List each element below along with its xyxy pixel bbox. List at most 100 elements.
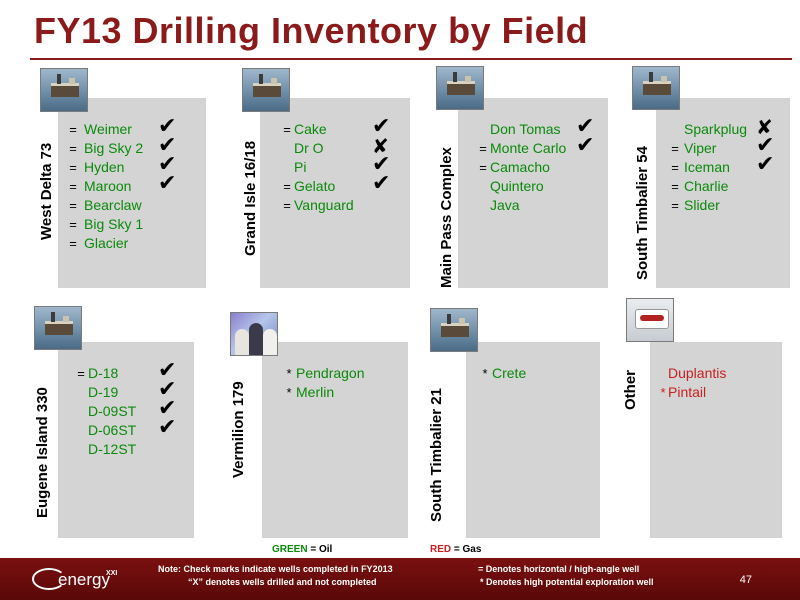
horizontal-marker: = (69, 198, 77, 213)
well-name: Iceman (684, 159, 730, 175)
well-name: Weimer (84, 121, 132, 137)
footnote-check-marks: Note: Check marks indicate wells complet… (158, 564, 393, 574)
field-photo-south-timbalier-21 (430, 308, 478, 352)
footer-bar: energy XXI Note: Check marks indicate we… (0, 558, 800, 600)
exploration-marker: * (482, 366, 488, 381)
well-item: = Camacho (476, 158, 566, 177)
horizontal-marker: = (69, 236, 77, 251)
footnote-x-marks: “X” denotes wells drilled and not comple… (188, 577, 377, 587)
well-list-grand-isle-16-18: = Cake ✔ Dr O ✘ Pi ✔ = Gelato ✔ = Vanguard (280, 116, 390, 215)
horizontal-marker: = (479, 141, 487, 156)
well-name: Viper (684, 140, 717, 156)
check-mark-icon: ✔ (158, 114, 177, 139)
footnote-exploration: * Denotes high potential exploration wel… (480, 577, 654, 587)
field-photo-west-delta-73 (40, 68, 88, 112)
well-name: D-19 (88, 384, 119, 400)
well-item: = Glacier (66, 234, 143, 253)
title-divider (30, 58, 792, 60)
well-item: * Merlin (282, 383, 365, 402)
well-item: = Iceman ✔ (668, 154, 774, 177)
well-name: Glacier (84, 235, 129, 251)
field-name-west-delta-73: West Delta 73 (38, 142, 55, 240)
well-name: Pintail (668, 384, 707, 400)
footnote-horizontal: = Denotes horizontal / high-angle well (478, 564, 640, 574)
well-item: D-12ST (74, 440, 136, 459)
well-name: Charlie (684, 178, 729, 194)
horizontal-marker: = (69, 122, 77, 137)
check-mark-icon: ✔ (158, 415, 177, 440)
well-name: Dr O (294, 140, 324, 156)
horizontal-marker: = (283, 122, 291, 137)
well-name: Pendragon (296, 365, 365, 381)
check-mark-icon: ✔ (158, 171, 177, 196)
check-mark-icon: ✔ (372, 171, 391, 196)
well-item: * Pendragon (282, 364, 365, 383)
horizontal-marker: = (479, 160, 487, 175)
well-item: = Gelato ✔ (280, 173, 390, 196)
well-item: Duplantis (656, 364, 726, 383)
well-item: = D-18 ✔ (74, 360, 176, 383)
legend-gas: RED = Gas (430, 544, 481, 555)
well-list-other: Duplantis * Pintail (656, 364, 726, 402)
field-name-grand-isle-16-18: Grand Isle 16/18 (242, 140, 259, 256)
well-name: D-06ST (88, 422, 137, 438)
check-mark-icon: ✔ (756, 133, 775, 158)
field-name-eugene-island-330: Eugene Island 330 (34, 387, 51, 518)
well-item: Dr O ✘ (280, 135, 389, 158)
check-mark-icon: ✔ (158, 358, 177, 383)
well-item: = Maroon ✔ (66, 173, 176, 196)
check-mark-icon: ✔ (756, 152, 775, 177)
field-panel-south-timbalier-21 (466, 342, 600, 538)
field-photo-grand-isle-16-18 (242, 68, 290, 112)
horizontal-marker: = (671, 198, 679, 213)
well-list-west-delta-73: = Weimer ✔ = Big Sky 2 ✔ = Hyden ✔ = Maroon ✔ = Bearc… (66, 116, 176, 253)
well-item: = Slider (668, 196, 747, 215)
horizontal-marker: = (671, 160, 679, 175)
check-mark-icon: ✔ (372, 114, 391, 139)
well-name: Cake (294, 121, 327, 137)
check-mark-icon: ✔ (576, 114, 595, 139)
well-list-south-timbalier-21: * Crete (478, 364, 526, 383)
well-name: Hyden (84, 159, 125, 175)
well-name: Bearclaw (84, 197, 142, 213)
field-name-south-timbalier-54: South Timbalier 54 (634, 146, 651, 280)
well-list-eugene-island-330: = D-18 ✔ D-19 ✔ D-09ST ✔ D-06ST ✔ D-12ST (74, 360, 176, 459)
field-name-main-pass-complex: Main Pass Complex (438, 147, 455, 288)
field-name-vermilion-179: Vermilion 179 (230, 381, 247, 478)
well-name: Slider (684, 197, 720, 213)
well-name: D-18 (88, 365, 119, 381)
field-photo-other (626, 298, 674, 342)
well-name: Pi (294, 159, 307, 175)
check-mark-icon: ✔ (158, 152, 177, 177)
horizontal-marker: = (671, 179, 679, 194)
well-item: Quintero (476, 177, 566, 196)
legend-gas-text: = Gas (451, 544, 482, 555)
well-name: Sparkplug (684, 121, 748, 137)
well-name: Don Tomas (490, 121, 561, 137)
well-list-vermilion-179: * Pendragon * Merlin (282, 364, 365, 402)
well-item: * Pintail (656, 383, 726, 402)
well-name: Big Sky 2 (84, 140, 144, 156)
well-name: Maroon (84, 178, 132, 194)
logo-superscript: XXI (106, 570, 118, 577)
check-mark-icon: ✔ (372, 152, 391, 177)
well-item: * Crete (478, 364, 526, 383)
field-panel-vermilion-179 (262, 342, 408, 538)
well-item: = Charlie (668, 177, 747, 196)
field-name-other: Other (622, 369, 639, 410)
well-name: Crete (492, 365, 527, 381)
field-panel-other (650, 342, 782, 538)
horizontal-marker: = (69, 160, 77, 175)
logo-text: energy (58, 570, 110, 589)
exploration-marker: * (286, 385, 292, 400)
legend-oil: GREEN = Oil (272, 544, 332, 555)
horizontal-marker: = (283, 179, 291, 194)
exploration-marker: * (660, 385, 666, 400)
exploration-marker: * (286, 366, 292, 381)
check-mark-icon: ✔ (158, 133, 177, 158)
field-panel-west-delta-73 (58, 98, 206, 288)
well-name: Monte Carlo (490, 140, 567, 156)
horizontal-marker: = (77, 366, 85, 381)
field-panel-eugene-island-330 (58, 342, 194, 538)
field-photo-main-pass-complex (436, 66, 484, 110)
